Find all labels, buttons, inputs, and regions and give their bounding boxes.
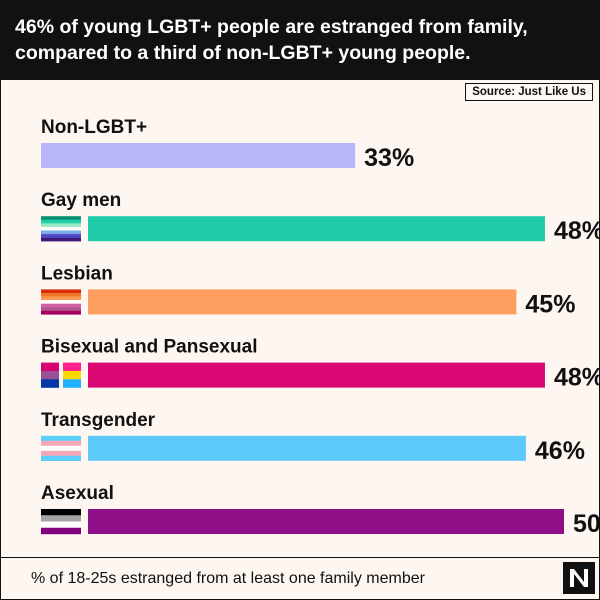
category-label: Transgender bbox=[41, 410, 156, 431]
footer-bar: % of 18-25s estranged from at least one … bbox=[1, 557, 599, 599]
bar bbox=[41, 143, 356, 168]
bar-row: Asexual 50% bbox=[41, 483, 599, 538]
flag-stripe bbox=[41, 296, 81, 301]
flag-stripe bbox=[41, 303, 81, 308]
bar-row: Bisexual and Pansexual 48% bbox=[41, 337, 599, 392]
flag-stripe bbox=[41, 292, 81, 297]
flag-stripe bbox=[41, 216, 81, 220]
flag-stripe bbox=[41, 226, 81, 231]
flag-stripe bbox=[41, 370, 59, 380]
flag-stripe bbox=[41, 379, 59, 388]
data-label: 33% bbox=[364, 144, 414, 172]
category-label: Non-LGBT+ bbox=[41, 117, 147, 138]
bar-row: Transgender 46% bbox=[41, 410, 585, 465]
bar bbox=[88, 289, 517, 315]
flag-stripe bbox=[41, 219, 81, 224]
flag-stripe bbox=[41, 362, 59, 372]
flag-stripe bbox=[41, 450, 81, 456]
flag-stripe bbox=[41, 521, 81, 528]
data-label: 50% bbox=[573, 510, 599, 538]
flag-stripe bbox=[41, 237, 81, 242]
bar-row: Gay men 48% bbox=[41, 190, 599, 245]
flag-stripe bbox=[41, 527, 81, 535]
flag-stripe bbox=[41, 440, 81, 446]
category-label: Bisexual and Pansexual bbox=[41, 337, 258, 358]
data-label: 48% bbox=[554, 217, 599, 245]
bar-row: Lesbian 45% bbox=[41, 263, 575, 318]
gay-men-flag-icon bbox=[41, 216, 81, 242]
flag-stripe bbox=[63, 370, 81, 380]
header-bar: 46% of young LGBT+ people are estranged … bbox=[1, 1, 599, 80]
flag-stripe bbox=[41, 435, 81, 441]
flag-stripe bbox=[41, 307, 81, 312]
flag-stripe bbox=[63, 379, 81, 388]
data-label: 45% bbox=[525, 290, 575, 318]
flag-stripe bbox=[41, 300, 81, 304]
bar bbox=[88, 509, 564, 534]
flag-stripe bbox=[41, 515, 81, 522]
bar bbox=[88, 362, 545, 388]
flag-stripe bbox=[41, 289, 81, 294]
bi-pan-flags-icon bbox=[41, 362, 81, 388]
brand-logo-icon bbox=[563, 562, 595, 594]
flag-stripe bbox=[41, 509, 81, 516]
data-label: 46% bbox=[535, 437, 585, 465]
flag-stripe bbox=[41, 445, 81, 451]
flag-stripe bbox=[63, 362, 81, 372]
category-label: Asexual bbox=[41, 483, 114, 504]
chart-title: 46% of young LGBT+ people are estranged … bbox=[15, 16, 528, 64]
footer-note: % of 18-25s estranged from at least one … bbox=[31, 570, 425, 587]
flag-stripe bbox=[41, 310, 81, 315]
lesbian-flag-icon bbox=[41, 289, 81, 315]
flag-stripe bbox=[41, 223, 81, 228]
bar bbox=[88, 216, 545, 242]
flag-stripe bbox=[41, 455, 81, 461]
flag-stripe bbox=[41, 230, 81, 235]
data-label: 48% bbox=[554, 364, 599, 392]
bar-row: Non-LGBT+ 33% bbox=[41, 117, 414, 172]
flag-stripe bbox=[41, 234, 81, 238]
bar bbox=[88, 435, 526, 461]
category-label: Gay men bbox=[41, 190, 121, 211]
asexual-flag-icon bbox=[41, 509, 81, 535]
source-label: Source: Just Like Us bbox=[465, 83, 593, 101]
category-label: Lesbian bbox=[41, 263, 113, 284]
trans-flag-icon bbox=[41, 435, 81, 461]
